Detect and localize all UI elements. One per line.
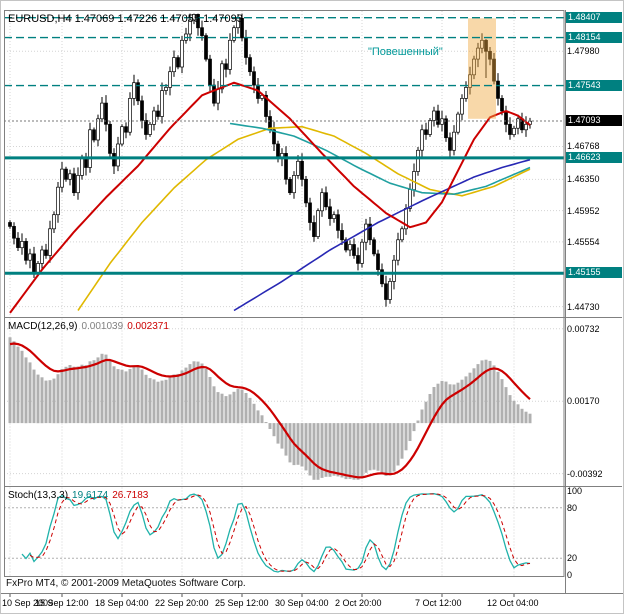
chart-symbol-ohlc: EURUSD,H4 1.47069 1.47226 1.47055 1.4709… bbox=[8, 13, 243, 25]
stoch-label: Stoch(13,3,3) 19.6174 26.7183 bbox=[8, 490, 148, 501]
hanged-man-highlight[interactable] bbox=[468, 18, 496, 119]
candles bbox=[8, 13, 532, 307]
stoch-value-signal: 26.7183 bbox=[112, 490, 149, 501]
macd-value-main: 0.001039 bbox=[81, 321, 124, 332]
platform-copyright: FxPro MT4, © 2001-2009 MetaQuotes Softwa… bbox=[6, 578, 246, 589]
stoch-value-main: 19.6174 bbox=[72, 490, 109, 501]
ma-teal bbox=[229, 122, 531, 195]
stoch-k-line bbox=[21, 493, 531, 573]
macd-name: MACD(12,26,9) bbox=[8, 321, 78, 332]
ma-blue bbox=[233, 158, 531, 312]
ma-yellow bbox=[77, 125, 531, 311]
ma-red bbox=[9, 81, 531, 314]
pattern-annotation-hanged-man: "Повешенный" bbox=[368, 46, 443, 58]
stoch-d-line bbox=[29, 493, 531, 572]
macd-histogram bbox=[8, 337, 532, 480]
time-scale[interactable] bbox=[0, 594, 624, 614]
macd-signal-line bbox=[9, 342, 531, 479]
stoch-name: Stoch(13,3,3) bbox=[8, 490, 69, 501]
macd-value-signal: 0.002371 bbox=[127, 321, 169, 332]
macd-label: MACD(12,26,9) 0.001039 0.002371 bbox=[8, 321, 169, 332]
price-scale[interactable] bbox=[566, 10, 624, 593]
